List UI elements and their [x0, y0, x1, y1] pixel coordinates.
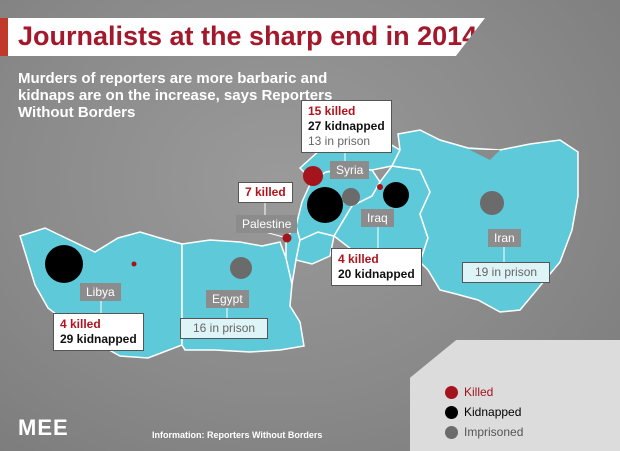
egypt-prison-text: 16 in prison — [193, 321, 256, 335]
subtitle: Murders of reporters are more barbaric a… — [18, 70, 333, 121]
iran-imprisoned-marker — [480, 191, 504, 215]
libya-killed-text: 4 killed — [60, 317, 101, 331]
iraq-killed-text: 4 killed — [338, 252, 379, 266]
legend-killed-label: Killed — [464, 385, 494, 399]
syria-imprisoned-marker — [342, 188, 360, 206]
libya-kidnapped-marker — [45, 245, 83, 283]
libya-label: Libya — [80, 283, 121, 301]
imprisoned-dot-icon — [445, 426, 458, 440]
libya-stats-box: 4 killed 29 kidnapped — [53, 313, 144, 351]
legend-killed: Killed — [445, 385, 494, 400]
syria-stats-box: 15 killed 27 kidnapped 13 in prison — [301, 100, 392, 153]
legend-kidnapped-label: Kidnapped — [464, 405, 522, 419]
legend: Killed Kidnapped Imprisoned — [410, 340, 620, 451]
title-banner: Journalists at the sharp end in 2014 — [0, 18, 485, 56]
syria-killed-marker — [303, 166, 323, 186]
iraq-kidnapped-text: 20 kidnapped — [338, 267, 415, 281]
libya-kidnapped-text: 29 kidnapped — [60, 332, 137, 346]
source-note: Information: Reporters Without Borders — [152, 430, 323, 440]
palestine-killed-marker — [282, 233, 292, 243]
legend-imprisoned: Imprisoned — [445, 425, 524, 440]
syria-label: Syria — [330, 161, 370, 179]
egypt-label: Egypt — [206, 290, 249, 308]
title-accent-bar — [0, 18, 8, 56]
caspian-notch — [470, 150, 500, 160]
egypt-stats-box: 16 in prison — [180, 318, 269, 339]
iraq-stats-box: 4 killed 20 kidnapped — [331, 248, 422, 286]
syria-killed-text: 15 killed — [308, 104, 356, 118]
syria-prison-text: 13 in prison — [308, 134, 371, 148]
syria-kidnapped-marker — [307, 187, 343, 223]
iraq-label: Iraq — [361, 209, 394, 227]
palestine-label: Palestine — [236, 215, 298, 233]
legend-kidnapped: Kidnapped — [445, 405, 522, 420]
legend-imprisoned-label: Imprisoned — [464, 425, 524, 439]
killed-dot-icon — [445, 386, 458, 400]
egypt-imprisoned-marker — [230, 257, 252, 279]
palestine-stats-box: 7 killed — [238, 182, 293, 203]
iraq-kidnapped-marker — [383, 182, 409, 208]
palestine-killed-text: 7 killed — [245, 185, 286, 199]
iraq-killed-marker — [377, 184, 383, 190]
kidnapped-dot-icon — [445, 406, 458, 420]
page-title: Journalists at the sharp end in 2014 — [18, 21, 478, 51]
libya-killed-marker — [131, 261, 137, 267]
iran-label: Iran — [488, 229, 521, 247]
iran-prison-text: 19 in prison — [475, 265, 538, 279]
mee-logo: MEE — [18, 415, 69, 440]
syria-kidnapped-text: 27 kidnapped — [308, 119, 385, 133]
iran-stats-box: 19 in prison — [462, 262, 551, 283]
